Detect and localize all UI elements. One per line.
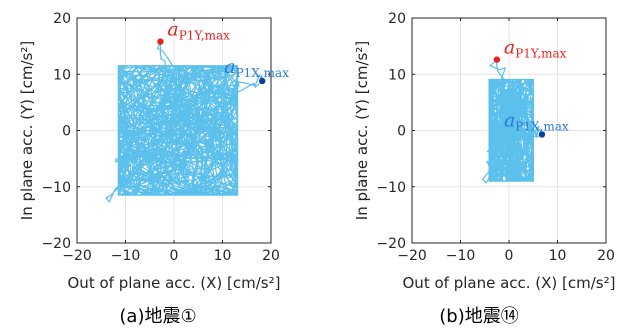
x-tick-label: −10 bbox=[446, 248, 476, 264]
x-max-annotation: aP1X,max bbox=[224, 56, 289, 80]
y-tick-label: 10 bbox=[53, 67, 71, 83]
x-tick-label: −20 bbox=[62, 248, 92, 264]
y-tick-label: −10 bbox=[41, 180, 71, 196]
y-max-annotation: aP1Y,max bbox=[504, 37, 567, 61]
y-max-point-marker bbox=[157, 38, 164, 45]
y-tick-label: −20 bbox=[376, 236, 406, 252]
y-axis-label: In plane acc. (Y) [cm/s²] bbox=[18, 41, 36, 220]
x-tick-label: 20 bbox=[597, 248, 615, 264]
y-tick-label: 20 bbox=[53, 11, 71, 27]
x-tick-label: −10 bbox=[111, 248, 141, 264]
x-max-point-marker bbox=[538, 131, 546, 138]
y-tick-label: −20 bbox=[41, 236, 71, 252]
x-tick-label: 20 bbox=[262, 248, 280, 264]
x-tick-label: −20 bbox=[397, 248, 427, 264]
x-tick-label: 0 bbox=[170, 248, 179, 264]
annotation-symbol: a bbox=[504, 109, 515, 131]
panel-caption: (b)地震⑭ bbox=[439, 306, 518, 327]
x-tick-label: 10 bbox=[214, 248, 232, 264]
x-tick-label: 0 bbox=[505, 248, 514, 264]
y-tick-label: 0 bbox=[62, 124, 71, 140]
acceleration-orbit-trace bbox=[105, 41, 263, 203]
annotation-subscript: P1Y,max bbox=[515, 47, 566, 61]
chart-panel-b: −20 −10 0 10 20 −20 −10 0 10 20 Out of plane acc. … bbox=[353, 11, 616, 327]
y-tick-label: 10 bbox=[388, 67, 406, 83]
x-max-point-marker bbox=[259, 77, 266, 85]
annotation-symbol: a bbox=[504, 37, 515, 59]
acceleration-orbit-trace bbox=[481, 57, 543, 184]
y-axis-label: In plane acc. (Y) [cm/s²] bbox=[353, 41, 371, 220]
y-tick-label: 0 bbox=[397, 124, 406, 140]
annotation-symbol: a bbox=[167, 19, 178, 41]
panel-caption: (a)地震① bbox=[119, 306, 196, 327]
x-tick-label: 10 bbox=[549, 248, 567, 264]
x-axis-label: Out of plane acc. (X) [cm/s²] bbox=[403, 274, 616, 292]
y-tick-label: 20 bbox=[388, 11, 406, 27]
annotation-subscript: P1X,max bbox=[236, 66, 290, 80]
annotation-subscript: P1Y,max bbox=[179, 29, 230, 43]
y-max-annotation: aP1Y,max bbox=[167, 19, 230, 43]
annotation-symbol: a bbox=[224, 56, 235, 78]
x-max-annotation: aP1X,max bbox=[504, 109, 569, 133]
annotation-subscript: P1X,max bbox=[515, 119, 569, 133]
chart-panel-a: −20 −10 0 10 20 −20 −10 0 10 20 Out of plane acc. … bbox=[18, 11, 289, 327]
x-axis-label: Out of plane acc. (X) [cm/s²] bbox=[68, 274, 281, 292]
y-tick-label: −10 bbox=[376, 180, 406, 196]
y-max-point-marker bbox=[493, 56, 501, 63]
